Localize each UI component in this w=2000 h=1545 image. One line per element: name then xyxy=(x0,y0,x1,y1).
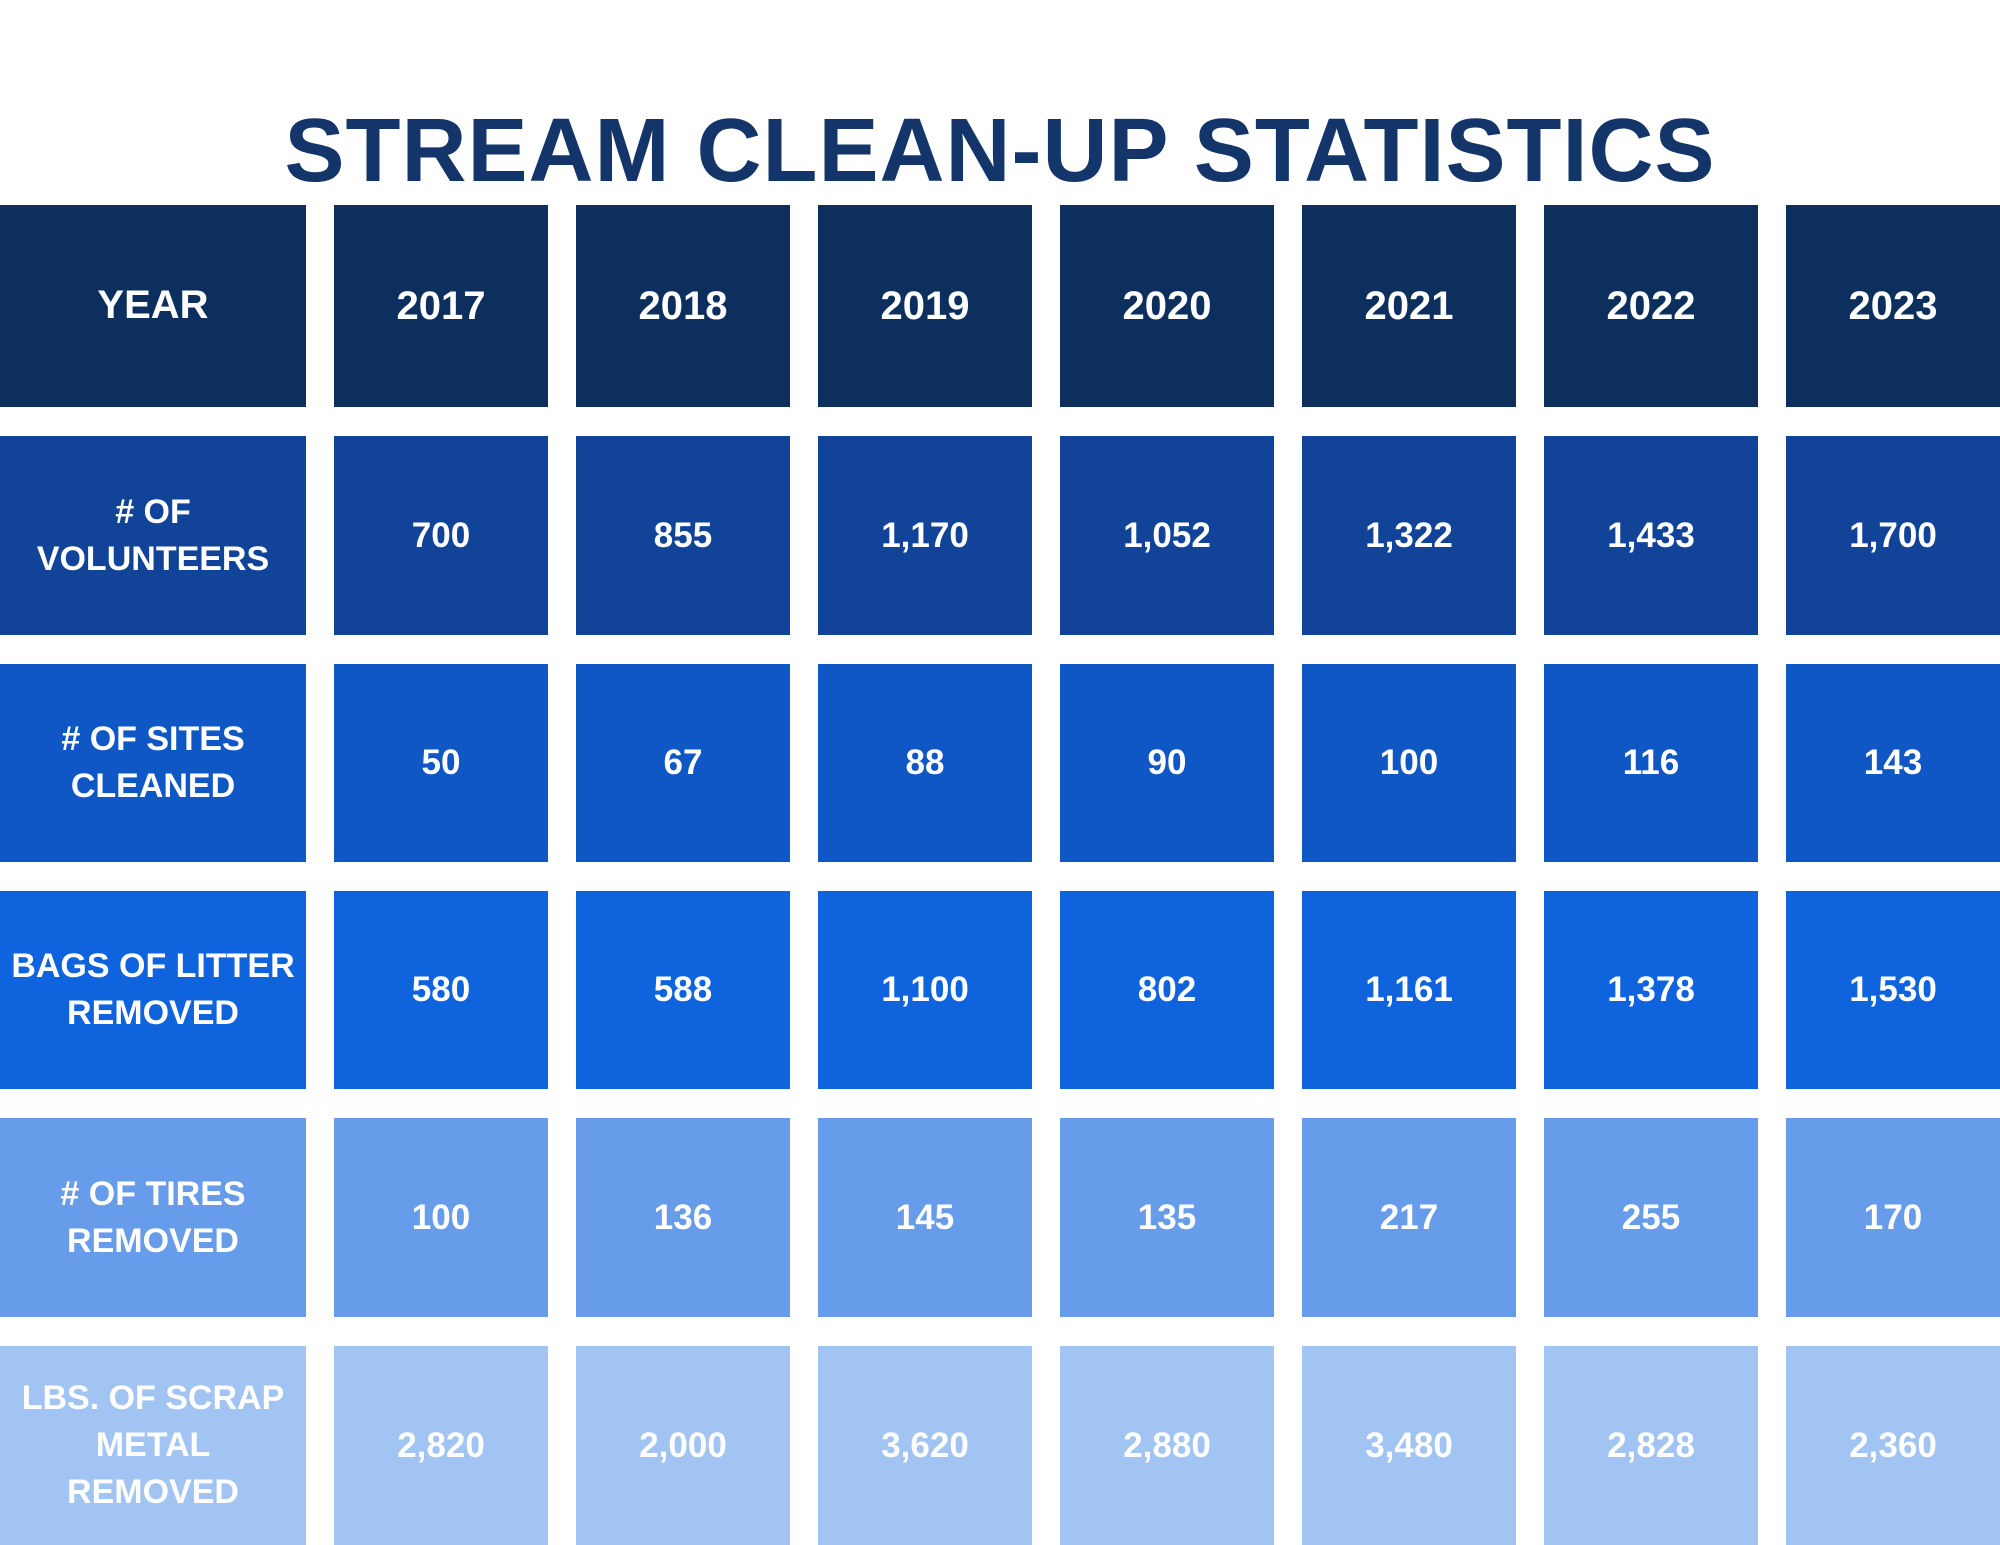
cell-tires-2020: 135 xyxy=(1060,1118,1274,1317)
cell-sites-2021: 100 xyxy=(1302,664,1516,862)
cell-volunteers-2018: 855 xyxy=(576,436,790,635)
cell-litter-2022: 1,378 xyxy=(1544,891,1758,1089)
cell-sites-2020: 90 xyxy=(1060,664,1274,862)
row-label-litter: BAGS OF LITTER REMOVED xyxy=(0,891,306,1089)
statistics-table: YEAR 2017 2018 2019 2020 2021 2022 2023 … xyxy=(0,205,2000,1545)
cell-scrap-metal-2020: 2,880 xyxy=(1060,1346,1274,1545)
cell-tires-2021: 217 xyxy=(1302,1118,1516,1317)
cell-scrap-metal-2021: 3,480 xyxy=(1302,1346,1516,1545)
cell-litter-2021: 1,161 xyxy=(1302,891,1516,1089)
cell-volunteers-2022: 1,433 xyxy=(1544,436,1758,635)
header-cell-2023: 2023 xyxy=(1786,205,2000,407)
row-label-volunteers: # OF VOLUNTEERS xyxy=(0,436,306,635)
cell-litter-2017: 580 xyxy=(334,891,548,1089)
header-cell-2020: 2020 xyxy=(1060,205,1274,407)
cell-volunteers-2020: 1,052 xyxy=(1060,436,1274,635)
cell-tires-2017: 100 xyxy=(334,1118,548,1317)
row-label-scrap-metal: LBS. OF SCRAP METAL REMOVED xyxy=(0,1346,306,1545)
cell-scrap-metal-2022: 2,828 xyxy=(1544,1346,1758,1545)
header-cell-2019: 2019 xyxy=(818,205,1032,407)
cell-tires-2023: 170 xyxy=(1786,1118,2000,1317)
row-label-sites: # OF SITES CLEANED xyxy=(0,664,306,862)
cell-scrap-metal-2023: 2,360 xyxy=(1786,1346,2000,1545)
header-cell-year: YEAR xyxy=(0,205,306,407)
cell-sites-2019: 88 xyxy=(818,664,1032,862)
cell-volunteers-2017: 700 xyxy=(334,436,548,635)
cell-litter-2023: 1,530 xyxy=(1786,891,2000,1089)
cell-scrap-metal-2019: 3,620 xyxy=(818,1346,1032,1545)
cell-tires-2022: 255 xyxy=(1544,1118,1758,1317)
page-title: STREAM CLEAN-UP STATISTICS xyxy=(284,101,1716,202)
cell-litter-2018: 588 xyxy=(576,891,790,1089)
cell-volunteers-2023: 1,700 xyxy=(1786,436,2000,635)
cell-sites-2017: 50 xyxy=(334,664,548,862)
cell-volunteers-2019: 1,170 xyxy=(818,436,1032,635)
header-cell-2021: 2021 xyxy=(1302,205,1516,407)
row-label-tires: # OF TIRES REMOVED xyxy=(0,1118,306,1317)
cell-litter-2019: 1,100 xyxy=(818,891,1032,1089)
cell-scrap-metal-2018: 2,000 xyxy=(576,1346,790,1545)
header-cell-2017: 2017 xyxy=(334,205,548,407)
cell-litter-2020: 802 xyxy=(1060,891,1274,1089)
cell-sites-2018: 67 xyxy=(576,664,790,862)
cell-volunteers-2021: 1,322 xyxy=(1302,436,1516,635)
cell-scrap-metal-2017: 2,820 xyxy=(334,1346,548,1545)
cell-sites-2022: 116 xyxy=(1544,664,1758,862)
header-cell-2018: 2018 xyxy=(576,205,790,407)
cell-sites-2023: 143 xyxy=(1786,664,2000,862)
cell-tires-2019: 145 xyxy=(818,1118,1032,1317)
cell-tires-2018: 136 xyxy=(576,1118,790,1317)
header-cell-2022: 2022 xyxy=(1544,205,1758,407)
